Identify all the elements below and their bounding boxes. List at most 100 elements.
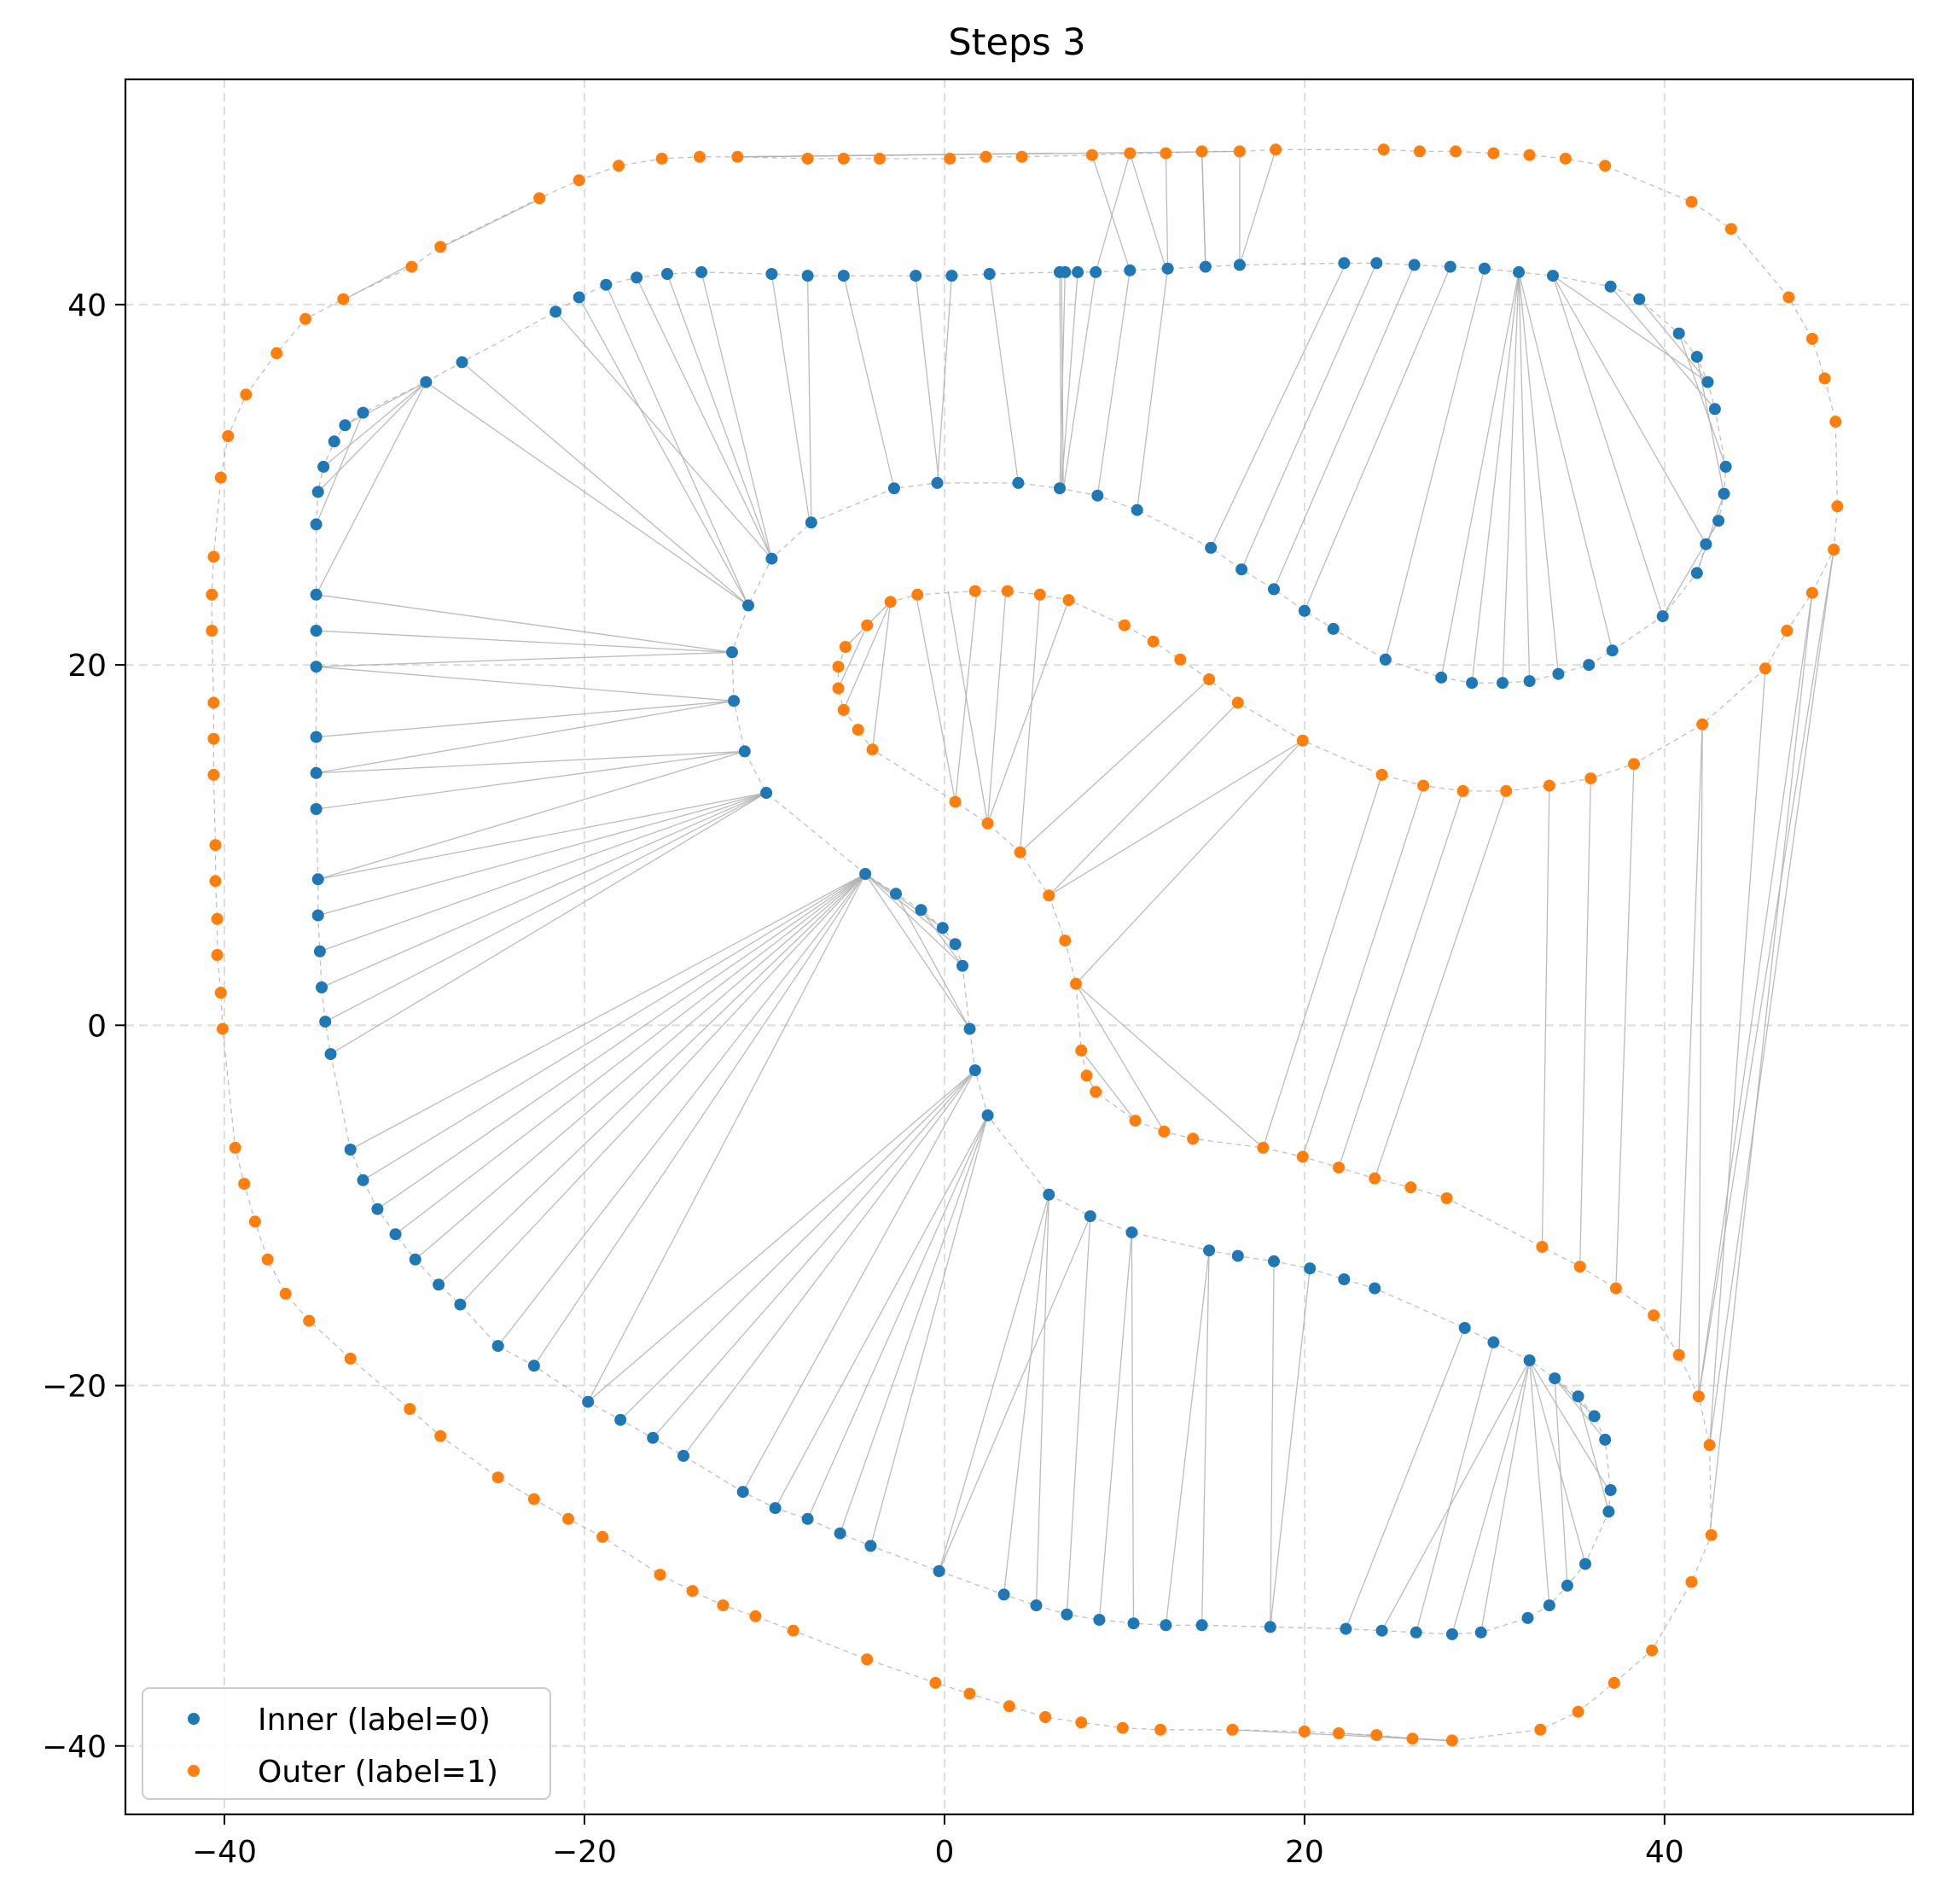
inner-point (933, 1565, 945, 1577)
inner-point (316, 981, 328, 993)
y-axis-ticks: −40 −20 0 20 40 (42, 288, 125, 1765)
inner-point (1338, 1273, 1351, 1285)
outer-point (1696, 718, 1709, 731)
outer-point (1828, 544, 1840, 556)
outer-point (1672, 1348, 1685, 1361)
link-line (330, 792, 767, 1055)
link-line (839, 1115, 989, 1534)
link-line (1528, 1360, 1586, 1564)
outer-point (209, 875, 222, 888)
inner-point (311, 486, 324, 498)
link-line (1528, 1360, 1550, 1606)
inner-point (310, 588, 323, 601)
link-line (1381, 1360, 1531, 1631)
inner-point (765, 268, 778, 280)
outer-point (1487, 147, 1500, 160)
inner-point (834, 1527, 846, 1540)
outer-point (837, 152, 850, 165)
inner-point (1235, 563, 1248, 576)
outer-point (801, 152, 814, 165)
outer-point (344, 1352, 357, 1365)
outer-point (216, 1022, 229, 1035)
link-line (837, 625, 868, 689)
inner-point (1583, 659, 1596, 672)
y-tick-label: 40 (67, 288, 107, 323)
outer-point (1333, 1727, 1345, 1739)
link-line (989, 273, 1020, 483)
link-line (321, 792, 767, 988)
link-line (605, 284, 749, 606)
inner-point (1549, 1372, 1561, 1385)
outer-point (1646, 1644, 1659, 1657)
link-line (1241, 263, 1377, 570)
legend-box (142, 1687, 551, 1800)
outer-point (1450, 145, 1462, 158)
outer-point (1033, 588, 1046, 601)
inner-point (1125, 1226, 1138, 1239)
inner-point (357, 406, 369, 419)
outer-point (573, 174, 585, 187)
x-tick-label: 20 (1285, 1835, 1324, 1870)
inner-point (864, 1540, 877, 1552)
inner-point (661, 268, 673, 280)
inner-point (1588, 1410, 1601, 1423)
link-line (587, 1069, 976, 1403)
inner-point (1375, 1624, 1388, 1637)
link-line (1552, 275, 1664, 617)
outer-point (1118, 619, 1131, 632)
outer-point (884, 596, 897, 608)
outer-point (1831, 500, 1844, 513)
outer-point (1370, 1729, 1383, 1742)
outer-point (533, 192, 546, 205)
link-line (864, 873, 944, 929)
outer-point (491, 1471, 504, 1484)
inner-point (956, 959, 968, 972)
outer-point (404, 1403, 416, 1415)
link-line (652, 1069, 976, 1439)
inner-point (1543, 1599, 1555, 1612)
outer-point (1608, 1676, 1620, 1689)
link-line (1696, 356, 1725, 494)
outer-point (1296, 734, 1309, 747)
outer-point (207, 768, 220, 781)
inner-point (1602, 1505, 1615, 1518)
inner-point (837, 270, 850, 282)
link-line (871, 602, 892, 750)
outer-point (1781, 625, 1794, 637)
outer-point (852, 724, 864, 737)
inner-point (313, 945, 326, 958)
link-line (1696, 493, 1725, 574)
link-line (1698, 549, 1834, 1397)
outer-point (1062, 594, 1075, 607)
inner-point (1718, 487, 1730, 500)
outer-point (1573, 1261, 1586, 1273)
outer-point (1536, 1241, 1549, 1253)
inner-point (1231, 1249, 1244, 1262)
outer-point (1014, 846, 1026, 859)
inner-point (931, 476, 944, 489)
inner-point (1161, 262, 1174, 275)
inner-point (1690, 351, 1703, 364)
inner-point (1195, 1619, 1208, 1632)
outer-point (1158, 1125, 1171, 1138)
outer-point (837, 703, 850, 716)
link-line (317, 792, 767, 880)
inner-point (631, 271, 643, 284)
link-line (316, 651, 733, 667)
inner-point (1090, 265, 1102, 278)
outer-point (1085, 148, 1098, 161)
link-line (1708, 549, 1834, 1446)
outer-point (1377, 143, 1390, 156)
link-line (376, 873, 866, 1210)
outer-point (1039, 1711, 1052, 1723)
outer-point (749, 1610, 762, 1622)
outer-point (1203, 673, 1216, 685)
inner-point (1604, 280, 1617, 293)
outer-point (949, 795, 962, 808)
link-line (324, 792, 767, 1022)
outer-point (1187, 1133, 1200, 1145)
inner-point (1131, 504, 1143, 516)
outer-point (1543, 779, 1555, 792)
